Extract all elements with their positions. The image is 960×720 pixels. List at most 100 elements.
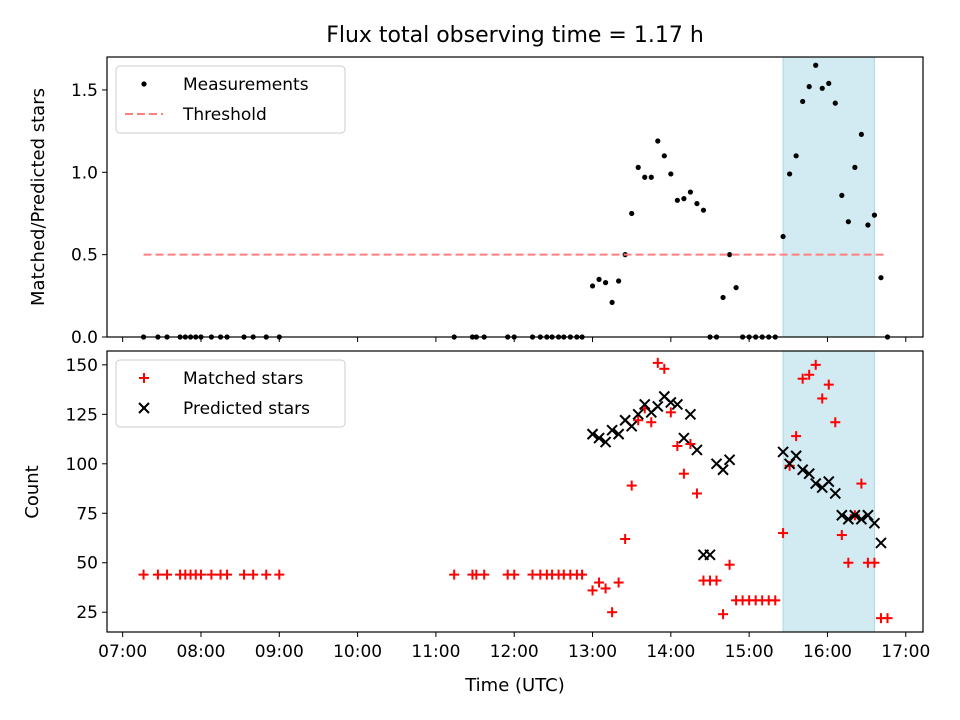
y-tick-label: 25 <box>76 603 98 623</box>
x-tick-label: 11:00 <box>411 642 460 662</box>
legend-box <box>115 65 346 134</box>
x-tick-label: 12:00 <box>490 642 539 662</box>
predicted-stars-point-b <box>829 487 841 500</box>
predicted-stars-point-b <box>593 432 605 444</box>
predicted-stars-point <box>625 420 638 432</box>
y-tick-label: 0.0 <box>71 328 98 348</box>
legend: Measurements Threshold <box>115 65 346 134</box>
measurements-point <box>661 153 667 159</box>
y-axis-label-ratio: Matched/Predicted stars <box>28 88 49 306</box>
predicted-stars-point <box>678 432 690 444</box>
predicted-stars-point-b <box>586 428 599 440</box>
matched-stars-point <box>162 569 173 580</box>
matched-stars-point <box>770 595 781 606</box>
legend-box <box>115 359 346 428</box>
predicted-stars-point-b <box>790 450 802 462</box>
measurements-point <box>681 196 687 202</box>
matched-stars-point <box>691 488 702 499</box>
predicted-stars-point <box>796 464 809 476</box>
measurements-point <box>878 275 884 281</box>
measurements-point <box>871 212 878 218</box>
legend-label: Predicted stars <box>183 399 310 419</box>
measurements-point <box>780 233 786 240</box>
predicted-stars-point <box>777 446 789 458</box>
y-tick-label: 1.0 <box>71 163 98 183</box>
predicted-stars-point <box>823 475 835 488</box>
matched-stars-point <box>665 407 676 418</box>
x-tick-label: 14:00 <box>646 642 695 662</box>
predicted-stars-point-b <box>862 509 874 521</box>
y-axis-label-count: Count <box>22 465 43 518</box>
predicted-stars-point-b <box>691 444 703 456</box>
matched-stars-point <box>804 369 815 380</box>
matched-stars-point <box>685 439 696 450</box>
predicted-stars-point-b <box>710 458 723 470</box>
predicted-stars-point-b <box>849 509 861 521</box>
measurements-point <box>596 276 602 282</box>
measurements-point <box>602 280 609 286</box>
matched-stars-point <box>620 533 631 544</box>
measurements-point <box>642 174 648 180</box>
predicted-stars-point-b <box>671 398 684 411</box>
predicted-stars-point <box>671 398 684 411</box>
predicted-stars-point-b <box>842 513 855 525</box>
measurements-point <box>589 283 596 289</box>
predicted-stars-point-b <box>868 517 881 529</box>
matched-stars-point <box>869 557 880 568</box>
matched-stars-point <box>817 393 828 404</box>
predicted-stars-point-b <box>823 475 835 488</box>
measurements-point <box>806 84 812 90</box>
predicted-stars-point <box>842 513 855 525</box>
predicted-stars-point <box>691 444 703 456</box>
matched-stars-point <box>778 528 789 539</box>
predicted-stars-point <box>684 408 697 421</box>
measurements-point <box>826 80 832 86</box>
count-panel: 07:00 08:00 09:00 10:00 11:00 12:00 13:00 14:00… <box>66 350 930 662</box>
matched-stars-point <box>810 359 821 370</box>
predicted-stars-point <box>849 509 861 521</box>
measurements-point <box>813 62 819 68</box>
legend-swatch-b <box>138 402 150 414</box>
matched-stars-point <box>613 577 624 588</box>
measurements-point <box>694 200 700 207</box>
predicted-stars-point-b <box>632 408 644 421</box>
measurements-point <box>800 98 806 105</box>
x-axis-label: Time (UTC) <box>464 675 565 696</box>
predicted-stars-point-b <box>704 549 716 561</box>
y-tick-label: 125 <box>66 405 98 425</box>
measurements-point <box>832 100 838 106</box>
predicted-stars-point <box>612 428 625 440</box>
predicted-stars-point <box>803 467 815 480</box>
measurements-point <box>733 284 739 291</box>
matched-stars-point <box>823 379 834 390</box>
measurements-point <box>687 189 694 195</box>
matched-stars-point <box>633 415 644 426</box>
matched-stars-point <box>711 575 722 586</box>
measurements-point <box>609 299 615 306</box>
matched-stars-point <box>607 607 618 618</box>
predicted-stars-point-b <box>875 537 887 549</box>
predicted-stars-point <box>829 487 841 500</box>
matched-stars-point <box>830 417 841 428</box>
x-tick-label: 16:00 <box>803 642 852 662</box>
matched-stars-point <box>449 569 460 580</box>
predicted-stars-point <box>704 549 716 561</box>
matched-stars-point <box>646 417 657 428</box>
predicted-stars-point <box>606 424 618 436</box>
predicted-stars-point <box>717 464 729 476</box>
matched-stars-point <box>718 609 729 620</box>
predicted-stars-point <box>652 400 664 413</box>
legend-swatch <box>141 81 147 87</box>
legend-swatch <box>138 402 150 414</box>
predicted-stars-point <box>632 408 644 421</box>
predicted-stars-point <box>868 517 881 529</box>
matched-stars-point <box>882 613 893 624</box>
predicted-stars-point-b <box>652 400 664 413</box>
matched-stars-point <box>791 431 802 442</box>
predicted-stars-point-b <box>684 408 697 421</box>
matched-stars-point <box>843 557 854 568</box>
predicted-stars-point-b <box>639 398 651 411</box>
matched-stars-point <box>672 440 683 451</box>
predicted-stars-point-b <box>658 390 671 403</box>
